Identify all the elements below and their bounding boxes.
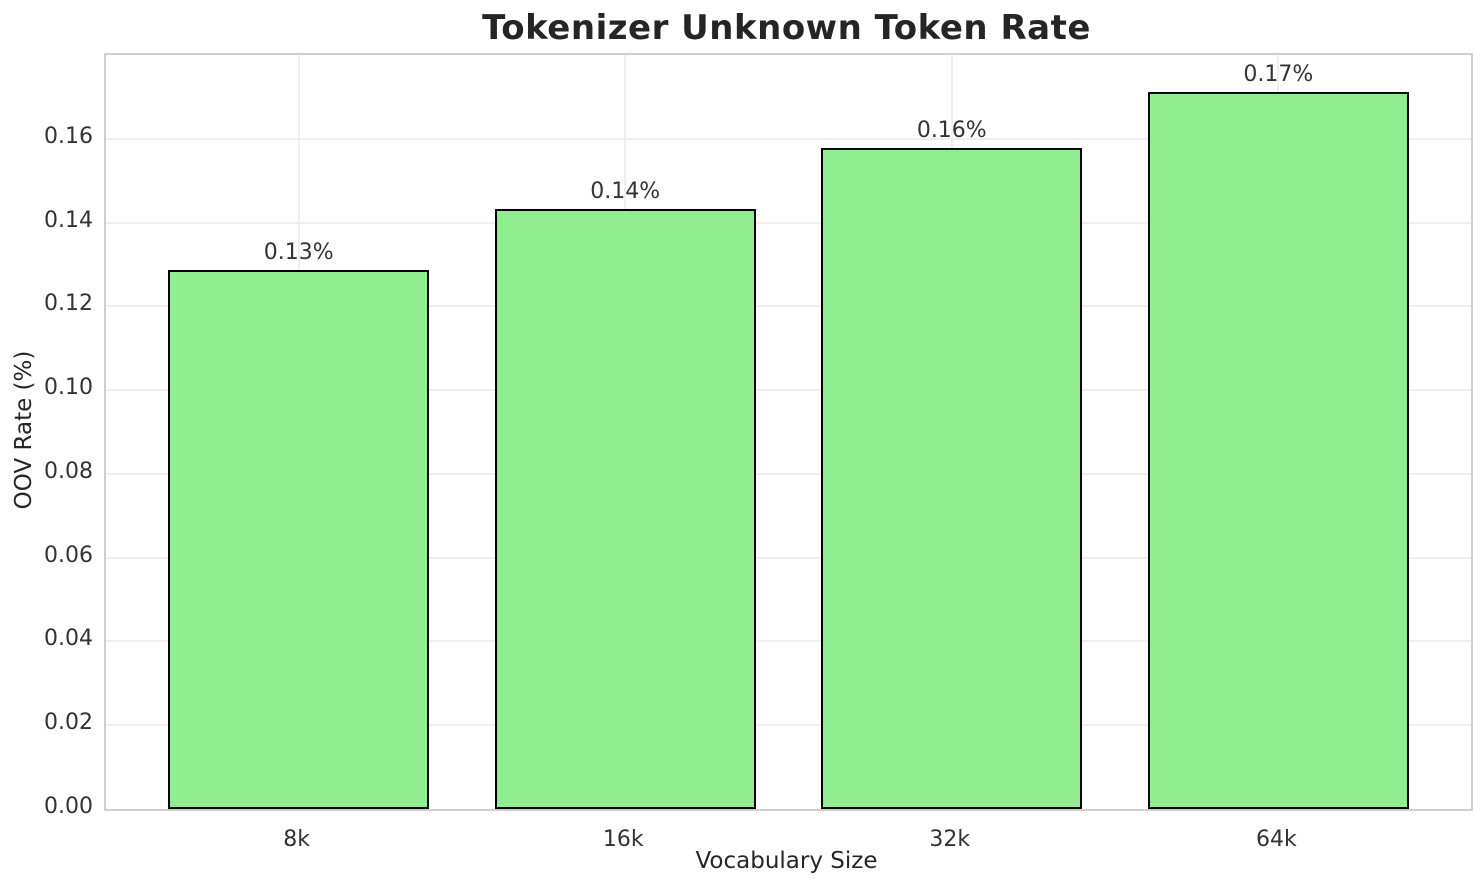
gridline-horizontal bbox=[106, 724, 1471, 727]
y-tick-label: 0.12 bbox=[44, 291, 93, 317]
gridline-horizontal bbox=[106, 305, 1471, 308]
y-axis-label: OOV Rate (%) bbox=[11, 350, 37, 510]
bar-value-label-16k: 0.14% bbox=[590, 179, 661, 205]
y-tick-label: 0.06 bbox=[44, 542, 93, 568]
x-tick-label-64k: 64k bbox=[1255, 827, 1297, 852]
bar-value-label-32k: 0.16% bbox=[916, 118, 987, 143]
x-axis-label: Vocabulary Size bbox=[695, 848, 878, 874]
bar-16k bbox=[494, 209, 756, 809]
chart-title: Tokenizer Unknown Token Rate bbox=[482, 8, 1091, 48]
gridline-horizontal bbox=[106, 389, 1471, 392]
y-tick-label: 0.10 bbox=[44, 375, 93, 401]
bar-value-label-64k: 0.17% bbox=[1243, 61, 1314, 87]
bar-32k bbox=[821, 148, 1083, 809]
gridline-horizontal bbox=[106, 137, 1471, 140]
x-tick-label-32k: 32k bbox=[929, 827, 971, 852]
y-tick-label: 0.16 bbox=[44, 123, 93, 149]
bar-64k bbox=[1147, 91, 1409, 809]
y-tick-label: 0.04 bbox=[44, 626, 93, 652]
x-tick-label-8k: 8k bbox=[283, 827, 311, 852]
y-tick-label: 0.00 bbox=[44, 794, 93, 819]
y-tick-label: 0.14 bbox=[44, 207, 93, 233]
x-tick-label-16k: 16k bbox=[602, 827, 644, 852]
gridline-horizontal bbox=[106, 221, 1471, 224]
gridline-horizontal bbox=[106, 472, 1471, 475]
plot-area: 0.13% 0.14% 0.16% 0.17% bbox=[104, 53, 1473, 811]
y-tick-label: 0.02 bbox=[44, 710, 93, 736]
gridline-horizontal bbox=[106, 556, 1471, 559]
y-tick-label: 0.08 bbox=[44, 458, 93, 484]
bar-value-label-8k: 0.13% bbox=[263, 239, 334, 265]
bar-8k bbox=[168, 269, 430, 809]
gridline-horizontal bbox=[106, 640, 1471, 643]
